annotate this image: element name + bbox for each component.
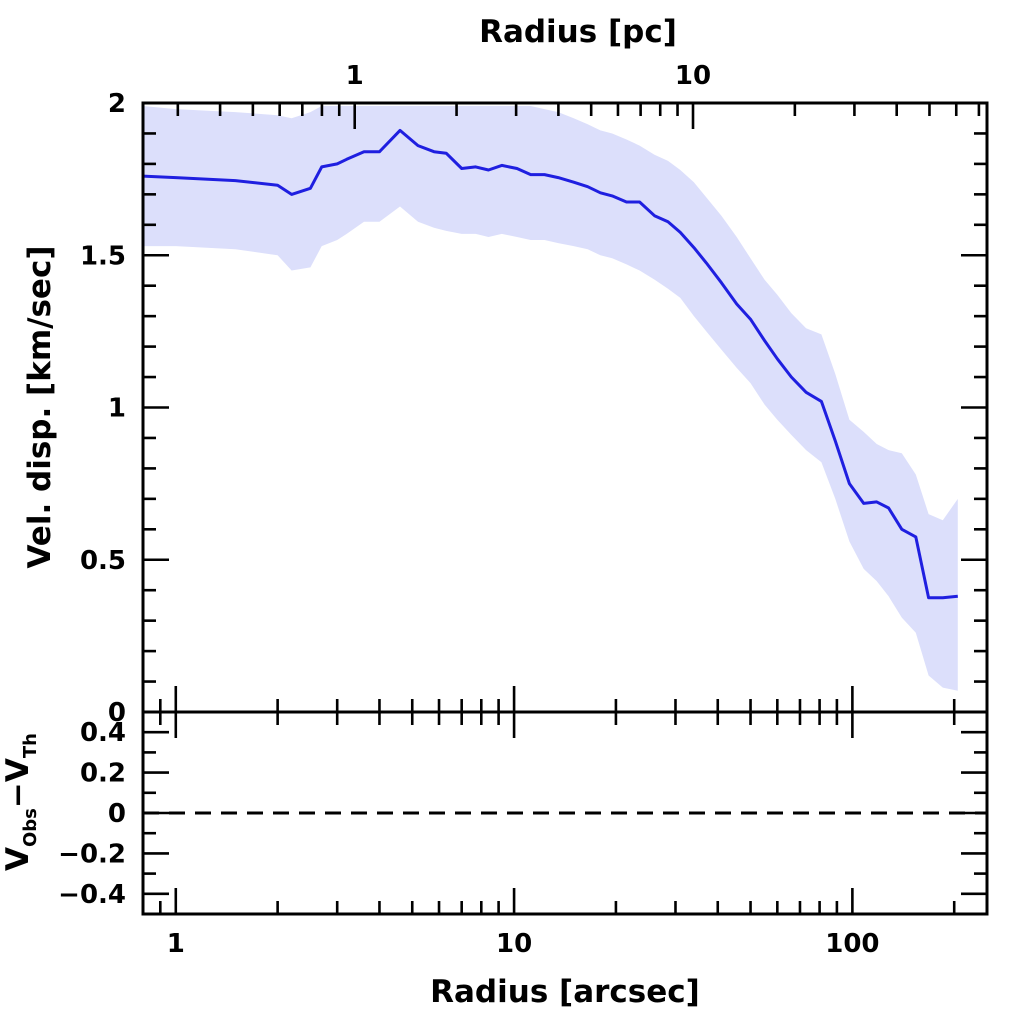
y-tick-label: 2 (108, 89, 126, 119)
tick-label-layer: 1 10 1 10 100 0 0.5 1 1.5 2 −0.4 −0.2 0 0.2 0.4 (58, 61, 879, 959)
y-tick-label: 0 (108, 698, 126, 728)
residual-y-axis-title: VObs−VTh (0, 733, 41, 871)
y-axis-title: Vel. disp. [km/sec] (22, 246, 58, 569)
ylabel-sub-th: Th (20, 733, 41, 758)
y-tick-label: 1 (108, 394, 126, 424)
y-tick-label: 1.5 (80, 241, 126, 271)
error-band (143, 106, 958, 691)
top-x-tick-label: 10 (675, 61, 711, 91)
x-tick-label: 100 (825, 929, 879, 959)
x-axis-title: Radius [arcsec] (430, 974, 700, 1010)
ylabel-main: V (0, 847, 36, 871)
residual-y-tick-label: −0.2 (58, 839, 126, 869)
residual-y-tick-label: −0.4 (58, 880, 126, 910)
y-tick-label: 0.5 (80, 546, 126, 576)
ylabel-sub-obs: Obs (20, 808, 41, 847)
error-band-layer (143, 106, 958, 691)
svg-text:VObs−VTh: VObs−VTh (0, 733, 41, 871)
velocity-dispersion-line (142, 128, 958, 600)
top-axis-title: Radius [pc] (479, 14, 677, 50)
bottom-panel-frame (141, 710, 989, 916)
ylabel-mid: −V (0, 758, 36, 808)
residual-y-tick-label: 0.2 (80, 759, 126, 789)
residual-y-tick-label: 0 (108, 799, 126, 829)
x-tick-label: 1 (167, 929, 185, 959)
series-line-layer (142, 128, 958, 600)
tick-layer (141, 101, 987, 916)
x-tick-label: 10 (496, 929, 532, 959)
residual-y-tick-label: 0.4 (80, 718, 126, 748)
top-x-tick-label: 1 (346, 61, 364, 91)
